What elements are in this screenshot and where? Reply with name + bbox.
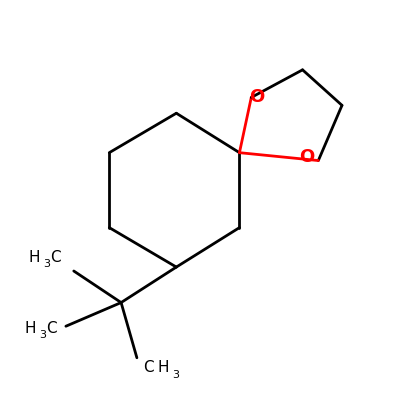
- Text: C: C: [46, 321, 57, 336]
- Text: C: C: [143, 360, 154, 375]
- Text: C: C: [50, 250, 61, 265]
- Text: O: O: [250, 88, 265, 106]
- Text: H: H: [158, 360, 169, 375]
- Text: 3: 3: [172, 370, 179, 380]
- Text: H: H: [28, 250, 40, 265]
- Text: 3: 3: [40, 330, 46, 340]
- Text: H: H: [24, 321, 36, 336]
- Text: O: O: [299, 148, 314, 166]
- Text: 3: 3: [44, 259, 50, 269]
